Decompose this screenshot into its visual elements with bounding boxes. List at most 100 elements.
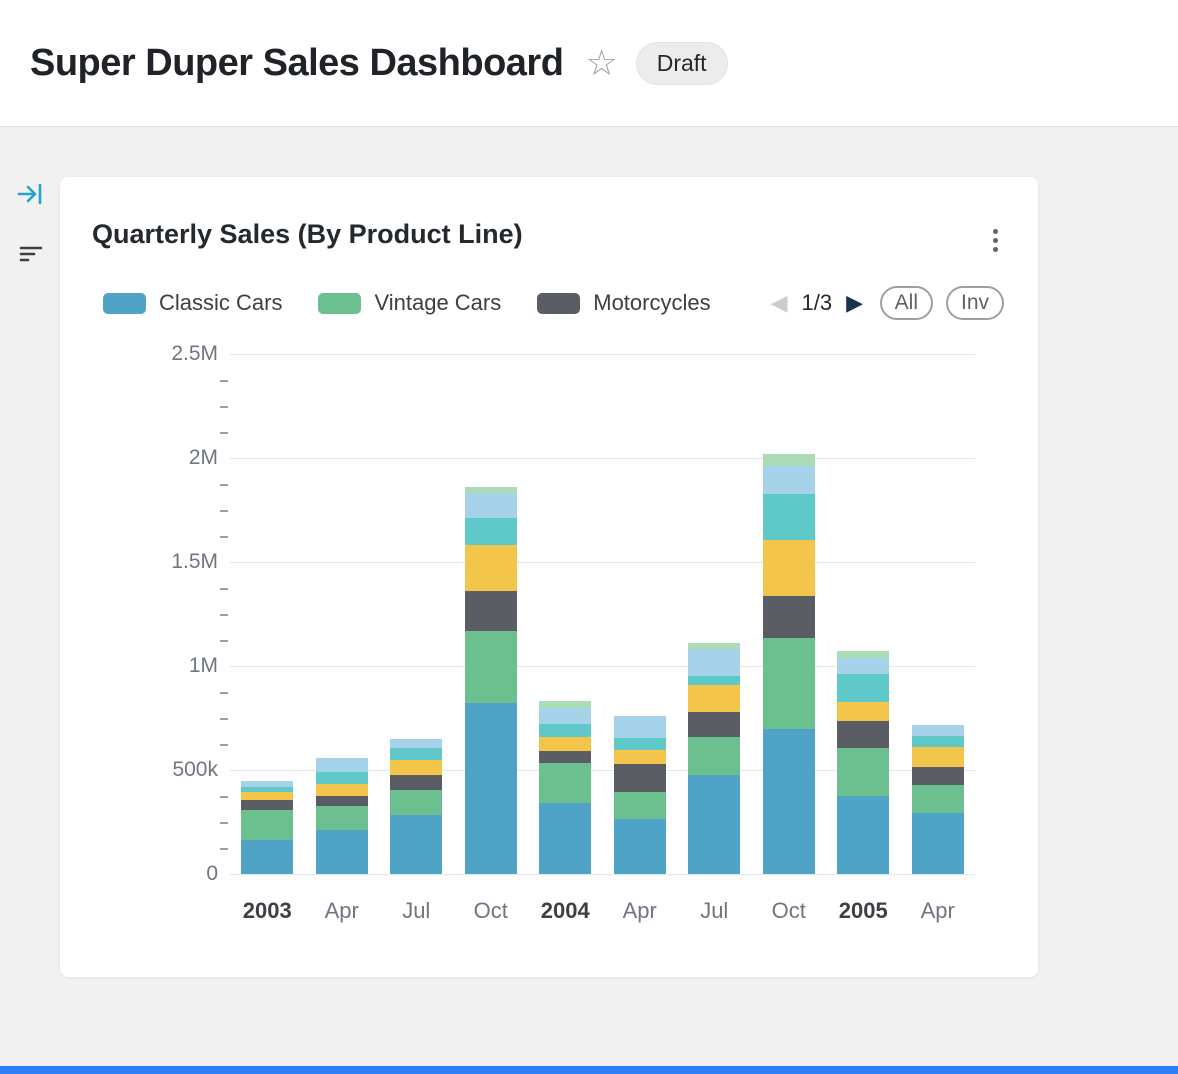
collapse-panel-icon[interactable] (14, 179, 48, 209)
bar-segment[interactable] (688, 711, 741, 737)
bar-segment[interactable] (911, 784, 964, 813)
bar-segment[interactable] (613, 818, 666, 874)
bar-segment[interactable] (762, 729, 815, 874)
bar-segment[interactable] (241, 800, 294, 810)
bar-segment[interactable] (688, 649, 741, 677)
chart-card-header: Quarterly Sales (By Product Line) (60, 177, 1038, 258)
bar-segment[interactable] (688, 643, 741, 650)
bar-segment[interactable] (315, 806, 368, 831)
pager-prev-icon[interactable]: ◀ (767, 292, 792, 314)
bar-segment[interactable] (390, 738, 443, 749)
y-axis-minor-tick (220, 406, 228, 408)
bar-oct-3[interactable] (464, 487, 517, 874)
bar-segment[interactable] (315, 783, 368, 797)
bar-segment[interactable] (613, 763, 666, 792)
favorite-star-icon[interactable]: ☆ (585, 42, 618, 83)
pager-next-icon[interactable]: ▶ (842, 292, 867, 314)
bar-segment[interactable] (837, 674, 890, 703)
bar-2003-0[interactable] (241, 781, 294, 874)
y-axis-minor-tick (220, 848, 228, 850)
bar-segment[interactable] (539, 724, 592, 737)
bar-segment[interactable] (315, 757, 368, 773)
bar-segment[interactable] (688, 684, 741, 712)
bar-segment[interactable] (315, 796, 368, 807)
x-axis-label: Jul (402, 898, 431, 923)
bar-segment[interactable] (464, 630, 517, 704)
bar-segment[interactable] (762, 453, 815, 467)
bar-segment[interactable] (762, 637, 815, 730)
x-axis-label: Apr (324, 898, 359, 923)
bar-segment[interactable] (464, 545, 517, 592)
status-badge[interactable]: Draft (635, 41, 728, 85)
y-axis-label: 1M (188, 654, 218, 677)
bar-segment[interactable] (241, 781, 294, 787)
bar-segment[interactable] (390, 748, 443, 760)
bar-2004-4[interactable] (539, 701, 592, 874)
bar-segment[interactable] (390, 759, 443, 776)
bar-segment[interactable] (613, 750, 666, 764)
bar-segment[interactable] (241, 839, 294, 874)
bar-segment[interactable] (390, 775, 443, 790)
bar-segment[interactable] (464, 703, 517, 874)
bar-segment[interactable] (837, 657, 890, 675)
gridline (230, 458, 975, 459)
bar-segment[interactable] (613, 715, 666, 738)
y-axis-minor-tick (220, 640, 228, 642)
bar-segment[interactable] (762, 596, 815, 638)
legend-item-vintage-cars[interactable]: Vintage Cars (318, 290, 501, 316)
bar-segment[interactable] (688, 676, 741, 685)
app-header: Super Duper Sales Dashboard ☆ Draft (0, 0, 1178, 127)
y-axis-label: 1.5M (171, 550, 218, 573)
bar-segment[interactable] (315, 772, 368, 784)
bar-segment[interactable] (911, 735, 964, 748)
bar-segment[interactable] (539, 736, 592, 752)
bar-segment[interactable] (837, 651, 890, 658)
bar-segment[interactable] (539, 803, 592, 874)
bar-apr-5[interactable] (613, 715, 666, 874)
bar-segment[interactable] (539, 701, 592, 708)
y-axis-label: 500k (172, 758, 218, 781)
bar-segment[interactable] (762, 466, 815, 495)
bar-segment[interactable] (464, 591, 517, 631)
bar-2005-8[interactable] (837, 651, 890, 874)
inv-button[interactable]: Inv (945, 286, 1004, 320)
bar-segment[interactable] (539, 751, 592, 763)
bar-segment[interactable] (837, 721, 890, 749)
bar-segment[interactable] (315, 830, 368, 874)
legend-item-motorcycles[interactable]: Motorcycles (537, 290, 711, 316)
bar-segment[interactable] (241, 809, 294, 840)
bar-segment[interactable] (688, 775, 741, 874)
bar-segment[interactable] (241, 791, 294, 801)
legend-item-classic-cars[interactable]: Classic Cars (103, 290, 282, 316)
bar-oct-7[interactable] (762, 453, 815, 874)
bar-apr-9[interactable] (911, 725, 964, 874)
bar-segment[interactable] (837, 702, 890, 722)
all-button[interactable]: All (879, 286, 933, 320)
bar-segment[interactable] (464, 518, 517, 546)
bar-segment[interactable] (837, 796, 890, 874)
kebab-menu-button[interactable] (983, 223, 1008, 258)
bar-segment[interactable] (688, 736, 741, 776)
bar-segment[interactable] (390, 814, 443, 874)
bar-segment[interactable] (241, 786, 294, 792)
bar-segment[interactable] (464, 487, 517, 494)
bar-segment[interactable] (464, 493, 517, 519)
bar-segment[interactable] (837, 748, 890, 796)
bar-segment[interactable] (613, 791, 666, 819)
bar-segment[interactable] (390, 789, 443, 815)
bar-segment[interactable] (911, 747, 964, 767)
y-axis-label: 0 (206, 862, 218, 885)
bar-segment[interactable] (911, 766, 964, 785)
filter-icon[interactable] (14, 239, 48, 269)
bar-jul-6[interactable] (688, 643, 741, 874)
bar-jul-2[interactable] (390, 738, 443, 874)
bar-segment[interactable] (911, 812, 964, 874)
bar-segment[interactable] (613, 737, 666, 751)
bar-apr-1[interactable] (315, 757, 368, 874)
bar-segment[interactable] (539, 707, 592, 725)
bar-segment[interactable] (762, 540, 815, 597)
bar-segment[interactable] (911, 725, 964, 736)
bar-segment[interactable] (762, 494, 815, 541)
bar-segment[interactable] (539, 762, 592, 804)
x-axis-label: 2003 (242, 898, 292, 923)
